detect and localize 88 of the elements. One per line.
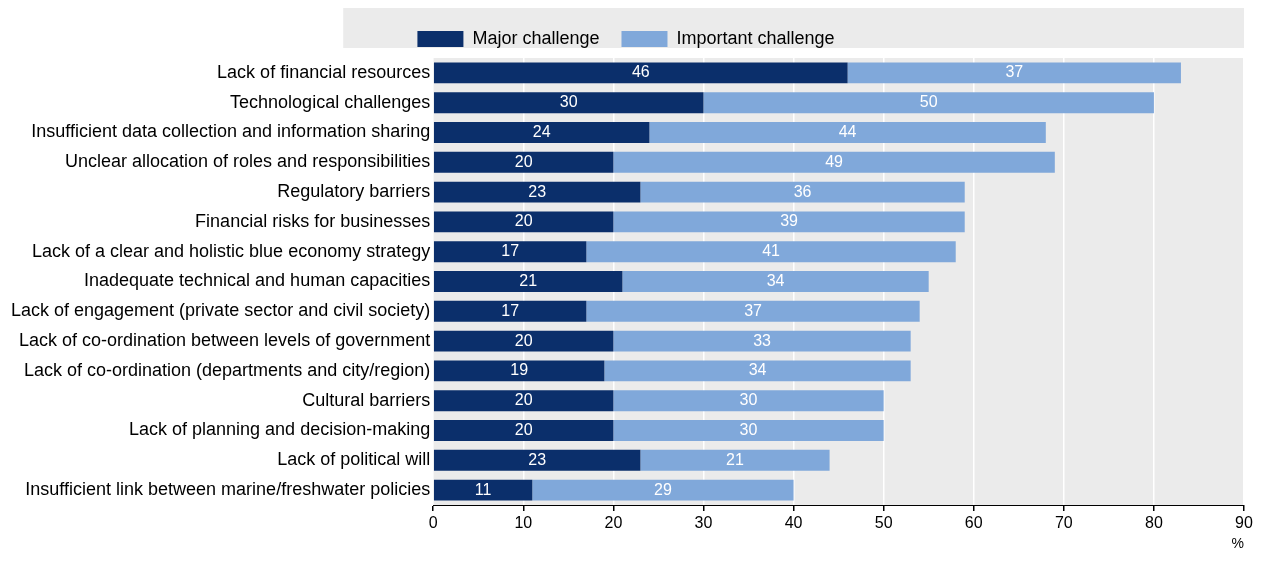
data-label: 50 [919,93,938,111]
y-tick-label: Unclear allocation of roles and responsibilities [65,151,431,172]
data-label: 17 [501,301,520,319]
y-tick-label: Lack of planning and decision-making [129,419,431,440]
bar [847,62,1181,84]
bar [433,330,614,352]
bar [433,300,587,322]
bar [433,92,704,114]
bar [604,360,911,382]
bar [613,151,1055,173]
data-label: 21 [726,450,744,468]
y-tick-label: Lack of financial resources [217,61,431,82]
bar [433,181,641,203]
bar [433,241,587,263]
bar [640,449,830,471]
x-tick-label: 20 [604,514,623,532]
data-label: 20 [514,331,533,349]
data-label: 30 [739,420,758,438]
data-label: 30 [559,93,578,111]
data-label: 46 [631,63,650,81]
y-tick-label: Lack of co-ordination between levels of government [18,330,431,351]
y-tick-label: Lack of co-ordination (departments and city/region) [23,359,431,380]
data-label: 24 [532,122,551,140]
y-tick-label: Lack of engagement (private sector and civil society) [11,300,431,321]
bar [586,241,956,263]
x-tick-label: 80 [1145,514,1163,532]
bar [640,181,965,203]
y-tick-label: Insufficient data collection and information sharing [31,121,431,142]
legend-label: Major challenge [472,27,600,48]
data-label: 34 [766,271,785,289]
data-label: 20 [514,152,533,170]
data-label: 23 [528,450,547,468]
bar [433,62,848,84]
x-tick-label: 0 [428,514,438,532]
legend-label: Important challenge [676,27,835,48]
bar [532,479,794,501]
x-axis-title: % [1231,535,1244,552]
data-label: 20 [514,212,533,230]
data-label: 37 [1005,63,1024,81]
data-label: 44 [838,122,857,140]
data-label: 20 [514,391,533,409]
bar [433,420,614,441]
y-tick-label: Inadequate technical and human capacities [83,270,431,291]
x-tick-label: 30 [694,514,713,532]
data-label: 29 [654,480,672,498]
data-label: 11 [474,480,492,498]
bar [433,449,641,471]
bar [433,271,623,292]
data-label: 41 [762,242,781,260]
data-label: 17 [501,242,520,260]
y-tick-label: Lack of a clear and holistic blue economy strategy [31,240,431,261]
x-tick-label: 10 [514,514,533,532]
data-label: 33 [753,331,772,349]
y-tick-label: Technological challenges [230,91,431,112]
bar [433,122,650,143]
bar [613,330,911,352]
data-label: 19 [510,361,529,379]
data-label: 34 [748,361,767,379]
y-tick-label: Regulatory barriers [277,181,431,202]
data-label: 23 [528,182,547,200]
data-label: 37 [744,301,763,319]
bar [433,479,533,501]
y-tick-label: Insufficient link between marine/freshwater policies [25,479,431,500]
data-label: 21 [519,271,538,289]
bar [586,300,920,322]
bar [703,92,1154,114]
x-tick-label: 90 [1235,514,1253,532]
data-label: 49 [825,152,844,170]
bar [433,211,614,233]
bar [613,211,965,233]
x-tick-label: 50 [874,514,893,532]
data-label: 36 [793,182,812,200]
data-label: 30 [739,391,758,409]
bar [649,122,1046,143]
bar [613,420,884,441]
y-tick-label: Financial risks for businesses [195,210,431,231]
x-tick-label: 60 [964,514,983,532]
y-tick-label: Lack of political will [277,449,431,470]
x-tick-label: 40 [784,514,803,532]
bar [433,390,614,412]
bar [433,360,605,382]
x-tick-label: 70 [1054,514,1073,532]
data-label: 39 [780,212,799,230]
y-tick-label: Cultural barriers [302,389,431,410]
data-label: 20 [514,420,533,438]
bar [613,390,884,412]
bar [433,151,614,173]
bar [622,271,929,292]
